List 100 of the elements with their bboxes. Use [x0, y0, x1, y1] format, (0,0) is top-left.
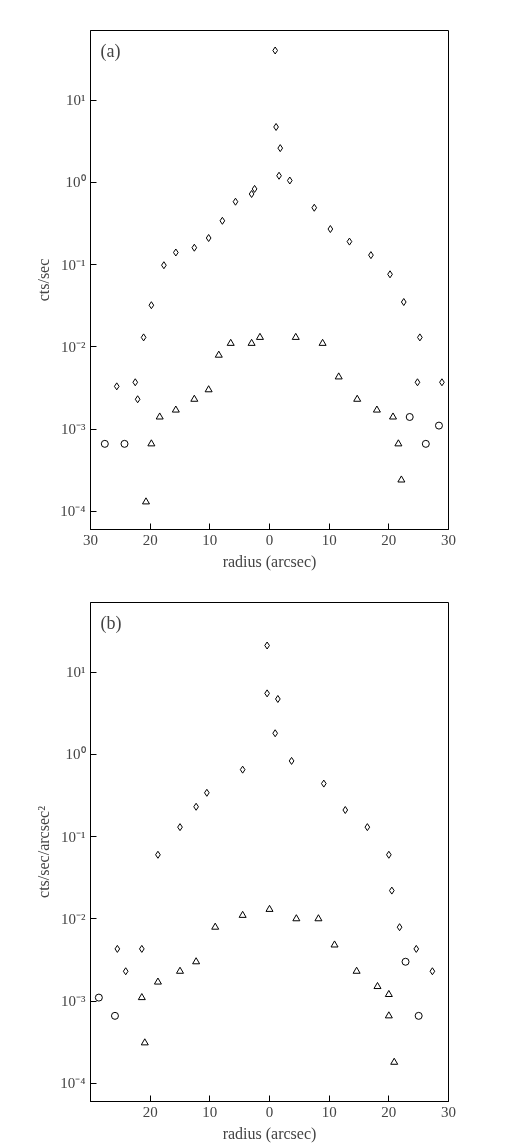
point [286, 176, 293, 185]
y-tick-label: 10⁻² [61, 338, 86, 355]
point [248, 189, 255, 198]
point [373, 981, 382, 990]
point [400, 298, 407, 307]
point [238, 910, 247, 918]
point [100, 439, 109, 448]
point [232, 197, 239, 206]
x-tick-label: 30 [83, 531, 98, 548]
x-tick-label: 0 [265, 1103, 274, 1120]
x-tick-label: 10 [321, 531, 337, 548]
point [311, 203, 318, 212]
point [434, 421, 443, 430]
point [176, 966, 184, 974]
point [140, 333, 147, 342]
x-tick-label: 20 [381, 1103, 397, 1120]
point [205, 234, 212, 242]
point [141, 497, 150, 505]
y-axis-title: cts/sec/arcsec² [35, 805, 53, 898]
x-tick-label: 10 [202, 1103, 218, 1120]
point [394, 439, 403, 447]
point [147, 439, 156, 447]
point [318, 338, 327, 346]
point [288, 756, 295, 765]
point [211, 922, 220, 930]
point [255, 332, 264, 340]
y-axis-title: cts/sec [35, 258, 53, 302]
x-tick-label: 10 [321, 1103, 337, 1120]
x-axis-title: radius (arcsec) [222, 1124, 317, 1143]
point [138, 944, 145, 953]
point [171, 405, 180, 413]
x-tick-label: 30 [441, 531, 456, 548]
point [94, 993, 103, 1002]
point [429, 967, 436, 976]
point [140, 1038, 149, 1046]
x-tick-label: 20 [142, 1103, 158, 1120]
annotation: (a) [100, 40, 121, 62]
point [239, 765, 246, 774]
point [352, 966, 361, 974]
point [148, 301, 155, 310]
x-tick-label: 10 [202, 531, 218, 548]
point [401, 957, 410, 966]
point [110, 1011, 119, 1020]
x-tick-label: 20 [142, 531, 158, 548]
point [277, 144, 284, 153]
point [132, 378, 139, 387]
x-tick-label: 30 [441, 1103, 456, 1120]
point [334, 372, 343, 380]
x-axis-title: radius (arcsec) [222, 552, 317, 571]
y-tick-label: 10⁰ [65, 746, 86, 763]
point [291, 332, 300, 340]
point [192, 957, 201, 965]
point [414, 378, 421, 387]
point [353, 394, 362, 402]
point [388, 886, 395, 895]
point [226, 338, 235, 346]
point [384, 1011, 393, 1019]
point [405, 412, 414, 421]
point [389, 412, 398, 420]
point [314, 914, 323, 922]
point [113, 382, 120, 391]
point [342, 806, 349, 814]
y-tick-label: 10⁻⁴ [60, 503, 86, 520]
y-tick-label: 10⁻³ [61, 421, 86, 437]
y-tick-label: 10¹ [66, 664, 86, 681]
y-tick-label: 10⁻¹ [61, 256, 86, 273]
point [346, 237, 353, 246]
point [265, 904, 274, 912]
point [330, 940, 339, 948]
point [397, 475, 406, 483]
point [414, 1011, 423, 1020]
y-tick-label: 10⁻¹ [61, 828, 86, 845]
point [114, 944, 121, 953]
point [390, 1057, 399, 1065]
y-tick-label: 10⁻³ [61, 993, 86, 1009]
point [384, 989, 393, 998]
point [413, 944, 420, 953]
point [122, 967, 129, 976]
point [137, 993, 146, 1001]
x-tick-label: 20 [381, 531, 397, 548]
point [190, 394, 199, 402]
point [120, 439, 129, 448]
point [320, 779, 327, 788]
point [247, 338, 256, 346]
point [251, 184, 258, 193]
point [372, 405, 381, 413]
point [364, 823, 371, 832]
point [214, 350, 223, 358]
y-tick-label: 10⁰ [65, 174, 86, 191]
point [172, 248, 179, 257]
point [134, 395, 141, 404]
y-tick-label: 10¹ [66, 92, 86, 109]
point [153, 977, 162, 985]
annotation: (b) [100, 612, 122, 634]
point [219, 216, 226, 225]
y-tick-label: 10⁻⁴ [60, 1075, 86, 1092]
point [421, 439, 430, 448]
point [327, 225, 334, 234]
point [155, 412, 164, 420]
point [204, 385, 213, 393]
